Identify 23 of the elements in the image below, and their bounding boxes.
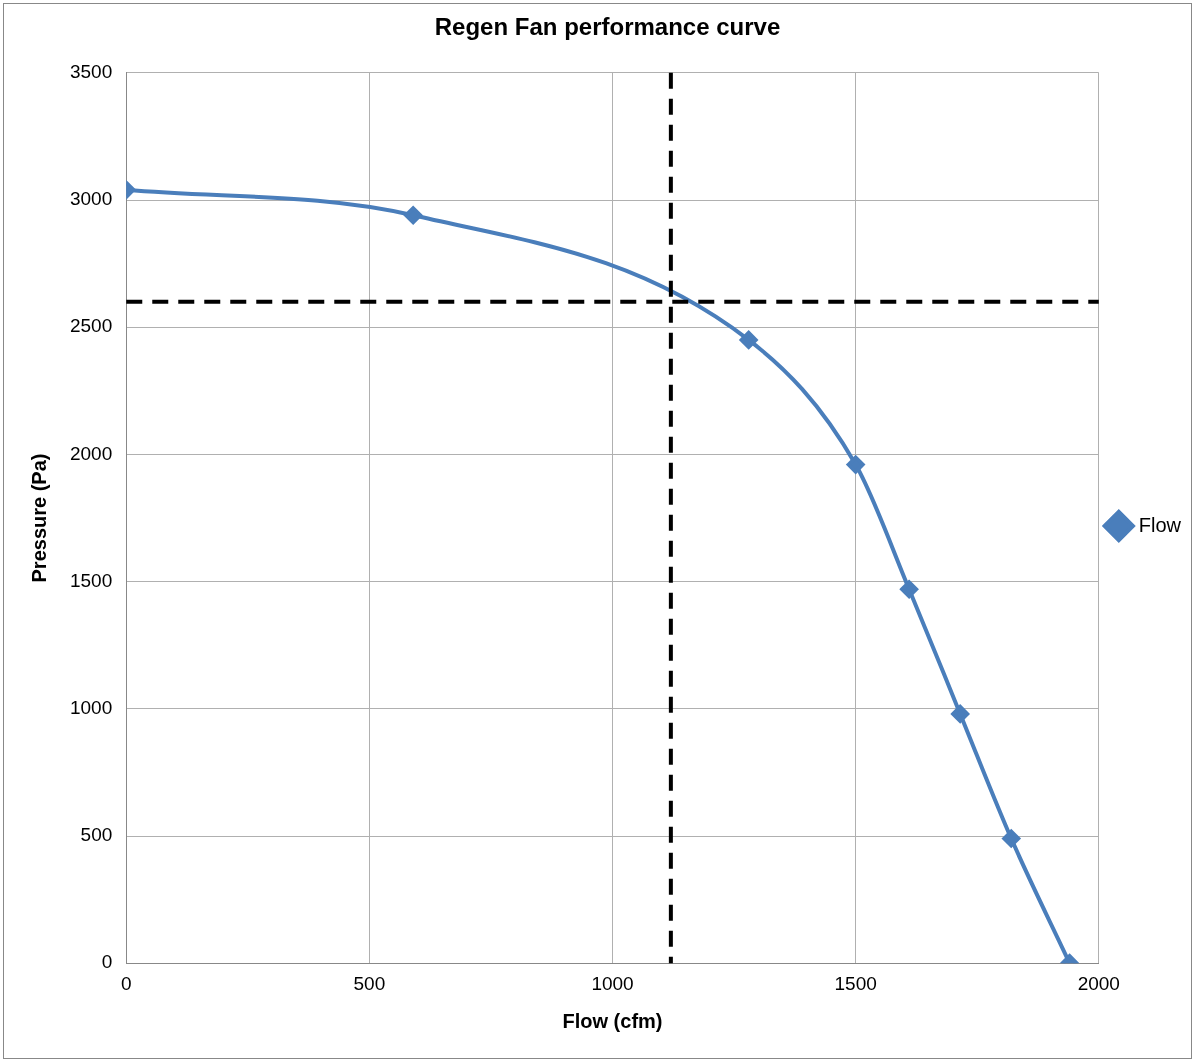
- point: [900, 580, 919, 599]
- y-tick-label: 3500: [69, 61, 113, 83]
- point: [951, 704, 970, 723]
- chart-title: Regen Fan performance curve: [434, 13, 781, 41]
- y-tick-label: 0: [101, 951, 113, 973]
- point: [404, 206, 423, 225]
- y-tick-label: 2500: [69, 315, 113, 337]
- y-tick-label: 1000: [69, 697, 113, 719]
- x-tick-label: 500: [353, 972, 386, 994]
- x-axis-title: Flow (cfm): [562, 1009, 663, 1032]
- x-tick-label: 0: [120, 972, 132, 994]
- point: [846, 455, 865, 474]
- y-axis-title: Pressure (Pa): [27, 453, 50, 583]
- y-tick-label: 500: [80, 824, 113, 846]
- y-tick-label: 1500: [69, 569, 113, 591]
- x-tick-label: 2000: [1077, 972, 1120, 994]
- x-tick-label: 1000: [591, 972, 634, 994]
- y-tick-label: 3000: [69, 188, 113, 210]
- y-tick-label: 2000: [69, 442, 113, 464]
- point: [739, 330, 758, 349]
- x-tick-label: 1500: [834, 972, 877, 994]
- point: [1002, 829, 1021, 848]
- legend-label: Flow: [1138, 513, 1182, 536]
